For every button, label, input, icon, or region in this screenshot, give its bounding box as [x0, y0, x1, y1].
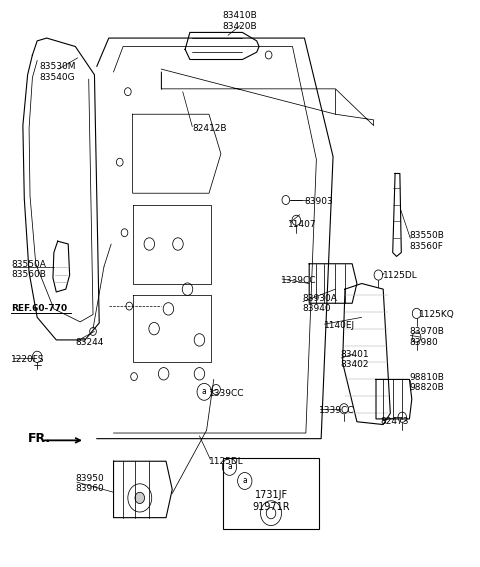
Text: 1125KQ: 1125KQ — [419, 310, 455, 319]
Text: 1125DL: 1125DL — [209, 457, 244, 466]
Text: 83903: 83903 — [304, 197, 333, 206]
Text: 82412B: 82412B — [192, 124, 227, 133]
Text: 1339CC: 1339CC — [319, 406, 354, 415]
Text: 1125DL: 1125DL — [383, 270, 418, 280]
Text: 83950
83960: 83950 83960 — [75, 474, 104, 493]
Text: FR.: FR. — [28, 432, 51, 445]
Text: a: a — [227, 462, 232, 471]
Text: a: a — [202, 387, 206, 396]
FancyBboxPatch shape — [223, 458, 319, 529]
Text: 83970B
83980: 83970B 83980 — [409, 327, 444, 347]
Text: REF.60-770: REF.60-770 — [11, 304, 67, 314]
Text: 1731JF
91971R: 1731JF 91971R — [252, 490, 290, 511]
Circle shape — [135, 492, 144, 503]
Text: a: a — [242, 476, 247, 485]
Text: 83410B
83420B: 83410B 83420B — [223, 11, 257, 31]
Text: 1220FS: 1220FS — [11, 355, 45, 364]
Text: 83930A
83940: 83930A 83940 — [302, 294, 337, 313]
Text: 83550A
83560B: 83550A 83560B — [11, 260, 46, 279]
Text: 83244: 83244 — [75, 338, 104, 347]
Text: 98810B
98820B: 98810B 98820B — [409, 373, 444, 392]
Text: 1339CC: 1339CC — [281, 276, 316, 285]
Text: 82473: 82473 — [381, 417, 409, 426]
Text: 1339CC: 1339CC — [209, 389, 244, 398]
Text: 83401
83402: 83401 83402 — [340, 350, 369, 369]
Text: 11407: 11407 — [288, 220, 316, 229]
Text: 1140EJ: 1140EJ — [324, 321, 355, 331]
Text: 83550B
83560F: 83550B 83560F — [409, 231, 444, 251]
Text: 83530M
83540G: 83530M 83540G — [39, 62, 76, 82]
